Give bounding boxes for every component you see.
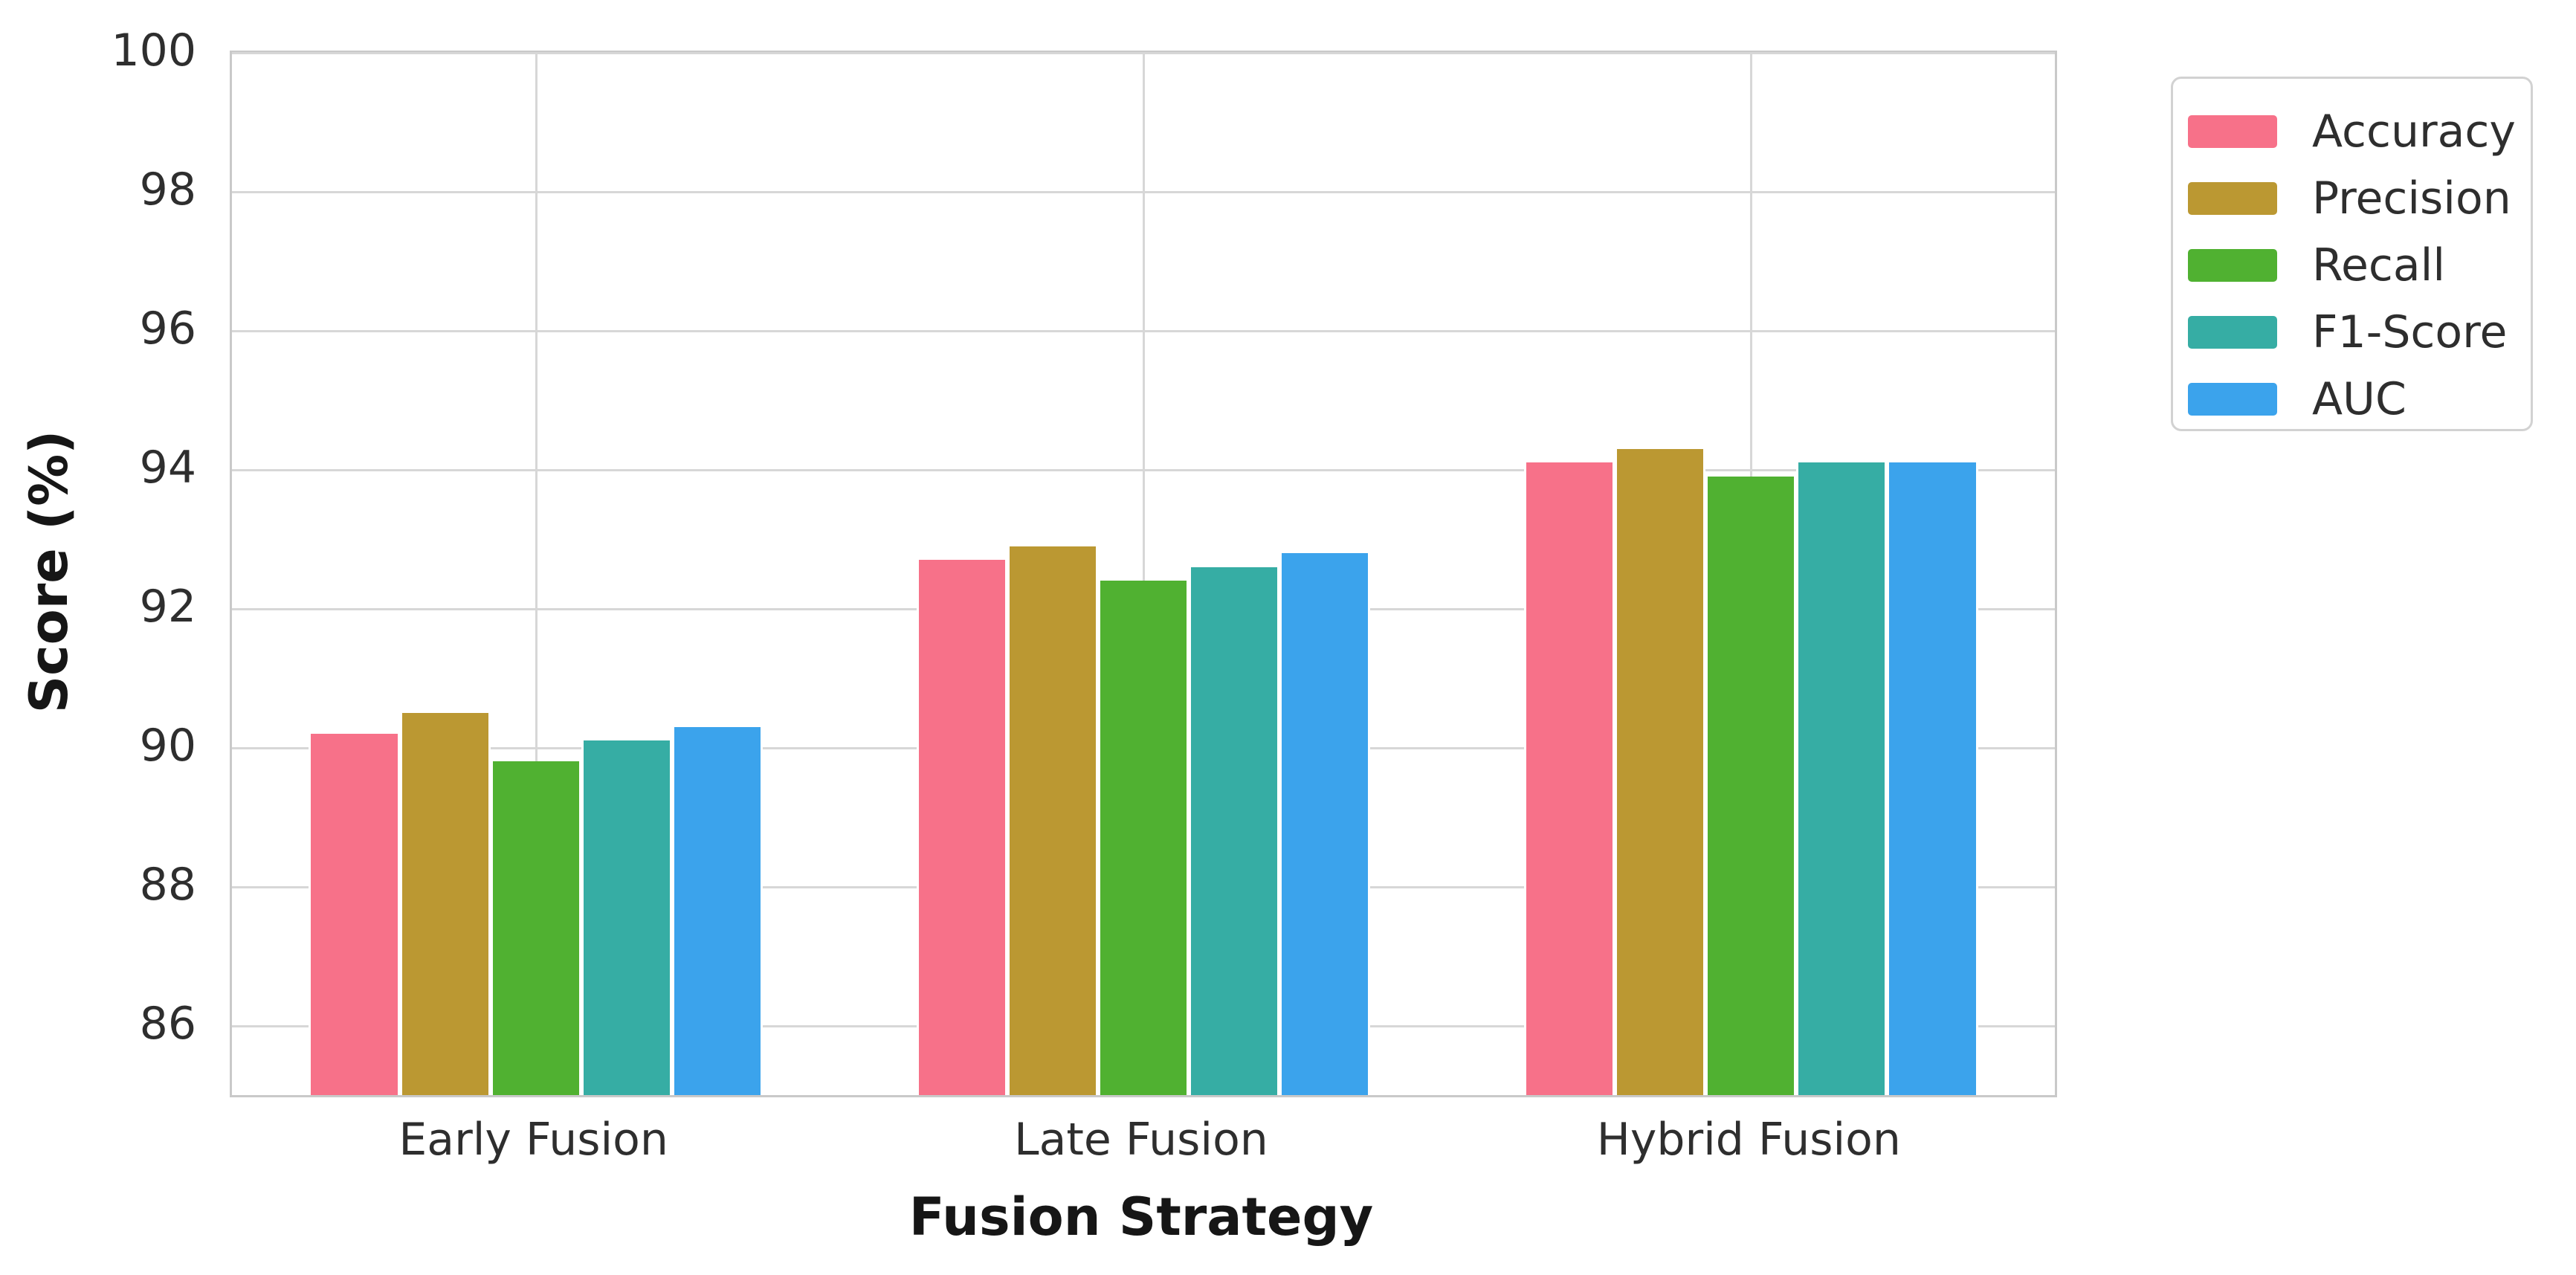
bar-precision-hybrid-fusion [1615, 448, 1706, 1095]
legend-label-recall: Recall [2312, 239, 2446, 291]
y-tick-label-100: 100 [111, 25, 196, 77]
bar-recall-hybrid-fusion [1705, 477, 1797, 1095]
bar-f1-score-late-fusion [1189, 567, 1280, 1095]
legend-label-auc: AUC [2312, 373, 2406, 425]
bar-auc-hybrid-fusion [1887, 462, 1978, 1095]
y-tick-label-86: 86 [139, 997, 196, 1050]
bar-recall-late-fusion [1097, 581, 1189, 1095]
bar-f1-score-hybrid-fusion [1796, 462, 1888, 1095]
bar-f1-score-early-fusion [581, 740, 672, 1095]
v-gridline-early-fusion [535, 53, 538, 1095]
bar-accuracy-early-fusion [309, 733, 400, 1095]
v-gridline-late-fusion [1143, 53, 1145, 1095]
legend-swatch-recall [2188, 249, 2277, 282]
legend: Accuracy Precision Recall F1-Score AUC [2171, 77, 2533, 431]
x-tick-label-late-fusion: Late Fusion [1014, 1114, 1268, 1166]
bar-auc-late-fusion [1279, 552, 1371, 1095]
y-axis-tick-labels: 86 88 90 92 94 96 98 100 [0, 25, 196, 1093]
bar-precision-early-fusion [399, 712, 491, 1095]
y-tick-label-96: 96 [139, 302, 196, 355]
y-tick-label-94: 94 [139, 441, 196, 494]
bar-precision-late-fusion [1007, 546, 1098, 1095]
legend-label-precision: Precision [2312, 172, 2511, 225]
legend-item-recall: Recall [2188, 232, 2531, 299]
legend-item-auc: AUC [2188, 366, 2531, 433]
legend-item-f1-score: F1-Score [2188, 299, 2531, 366]
x-tick-label-hybrid-fusion: Hybrid Fusion [1596, 1114, 1901, 1166]
y-tick-label-92: 92 [139, 580, 196, 633]
legend-swatch-precision [2188, 182, 2277, 215]
legend-label-accuracy: Accuracy [2312, 106, 2516, 158]
y-tick-label-98: 98 [139, 163, 196, 216]
legend-swatch-accuracy [2188, 115, 2277, 148]
x-tick-label-early-fusion: Early Fusion [398, 1114, 668, 1166]
bar-accuracy-late-fusion [916, 560, 1007, 1095]
bar-accuracy-hybrid-fusion [1524, 462, 1615, 1095]
legend-swatch-f1-score [2188, 316, 2277, 349]
legend-label-f1-score: F1-Score [2312, 306, 2508, 358]
y-tick-label-88: 88 [139, 858, 196, 911]
x-axis-title: Fusion Strategy [908, 1187, 1374, 1247]
y-tick-label-90: 90 [139, 719, 196, 772]
bar-auc-early-fusion [671, 726, 763, 1095]
plot-area [230, 51, 2057, 1097]
legend-item-precision: Precision [2188, 165, 2531, 232]
x-axis-tick-labels: Early Fusion Late Fusion Hybrid Fusion [230, 1114, 2053, 1173]
legend-item-accuracy: Accuracy [2188, 98, 2531, 165]
legend-swatch-auc [2188, 383, 2277, 416]
bar-recall-early-fusion [490, 761, 581, 1095]
